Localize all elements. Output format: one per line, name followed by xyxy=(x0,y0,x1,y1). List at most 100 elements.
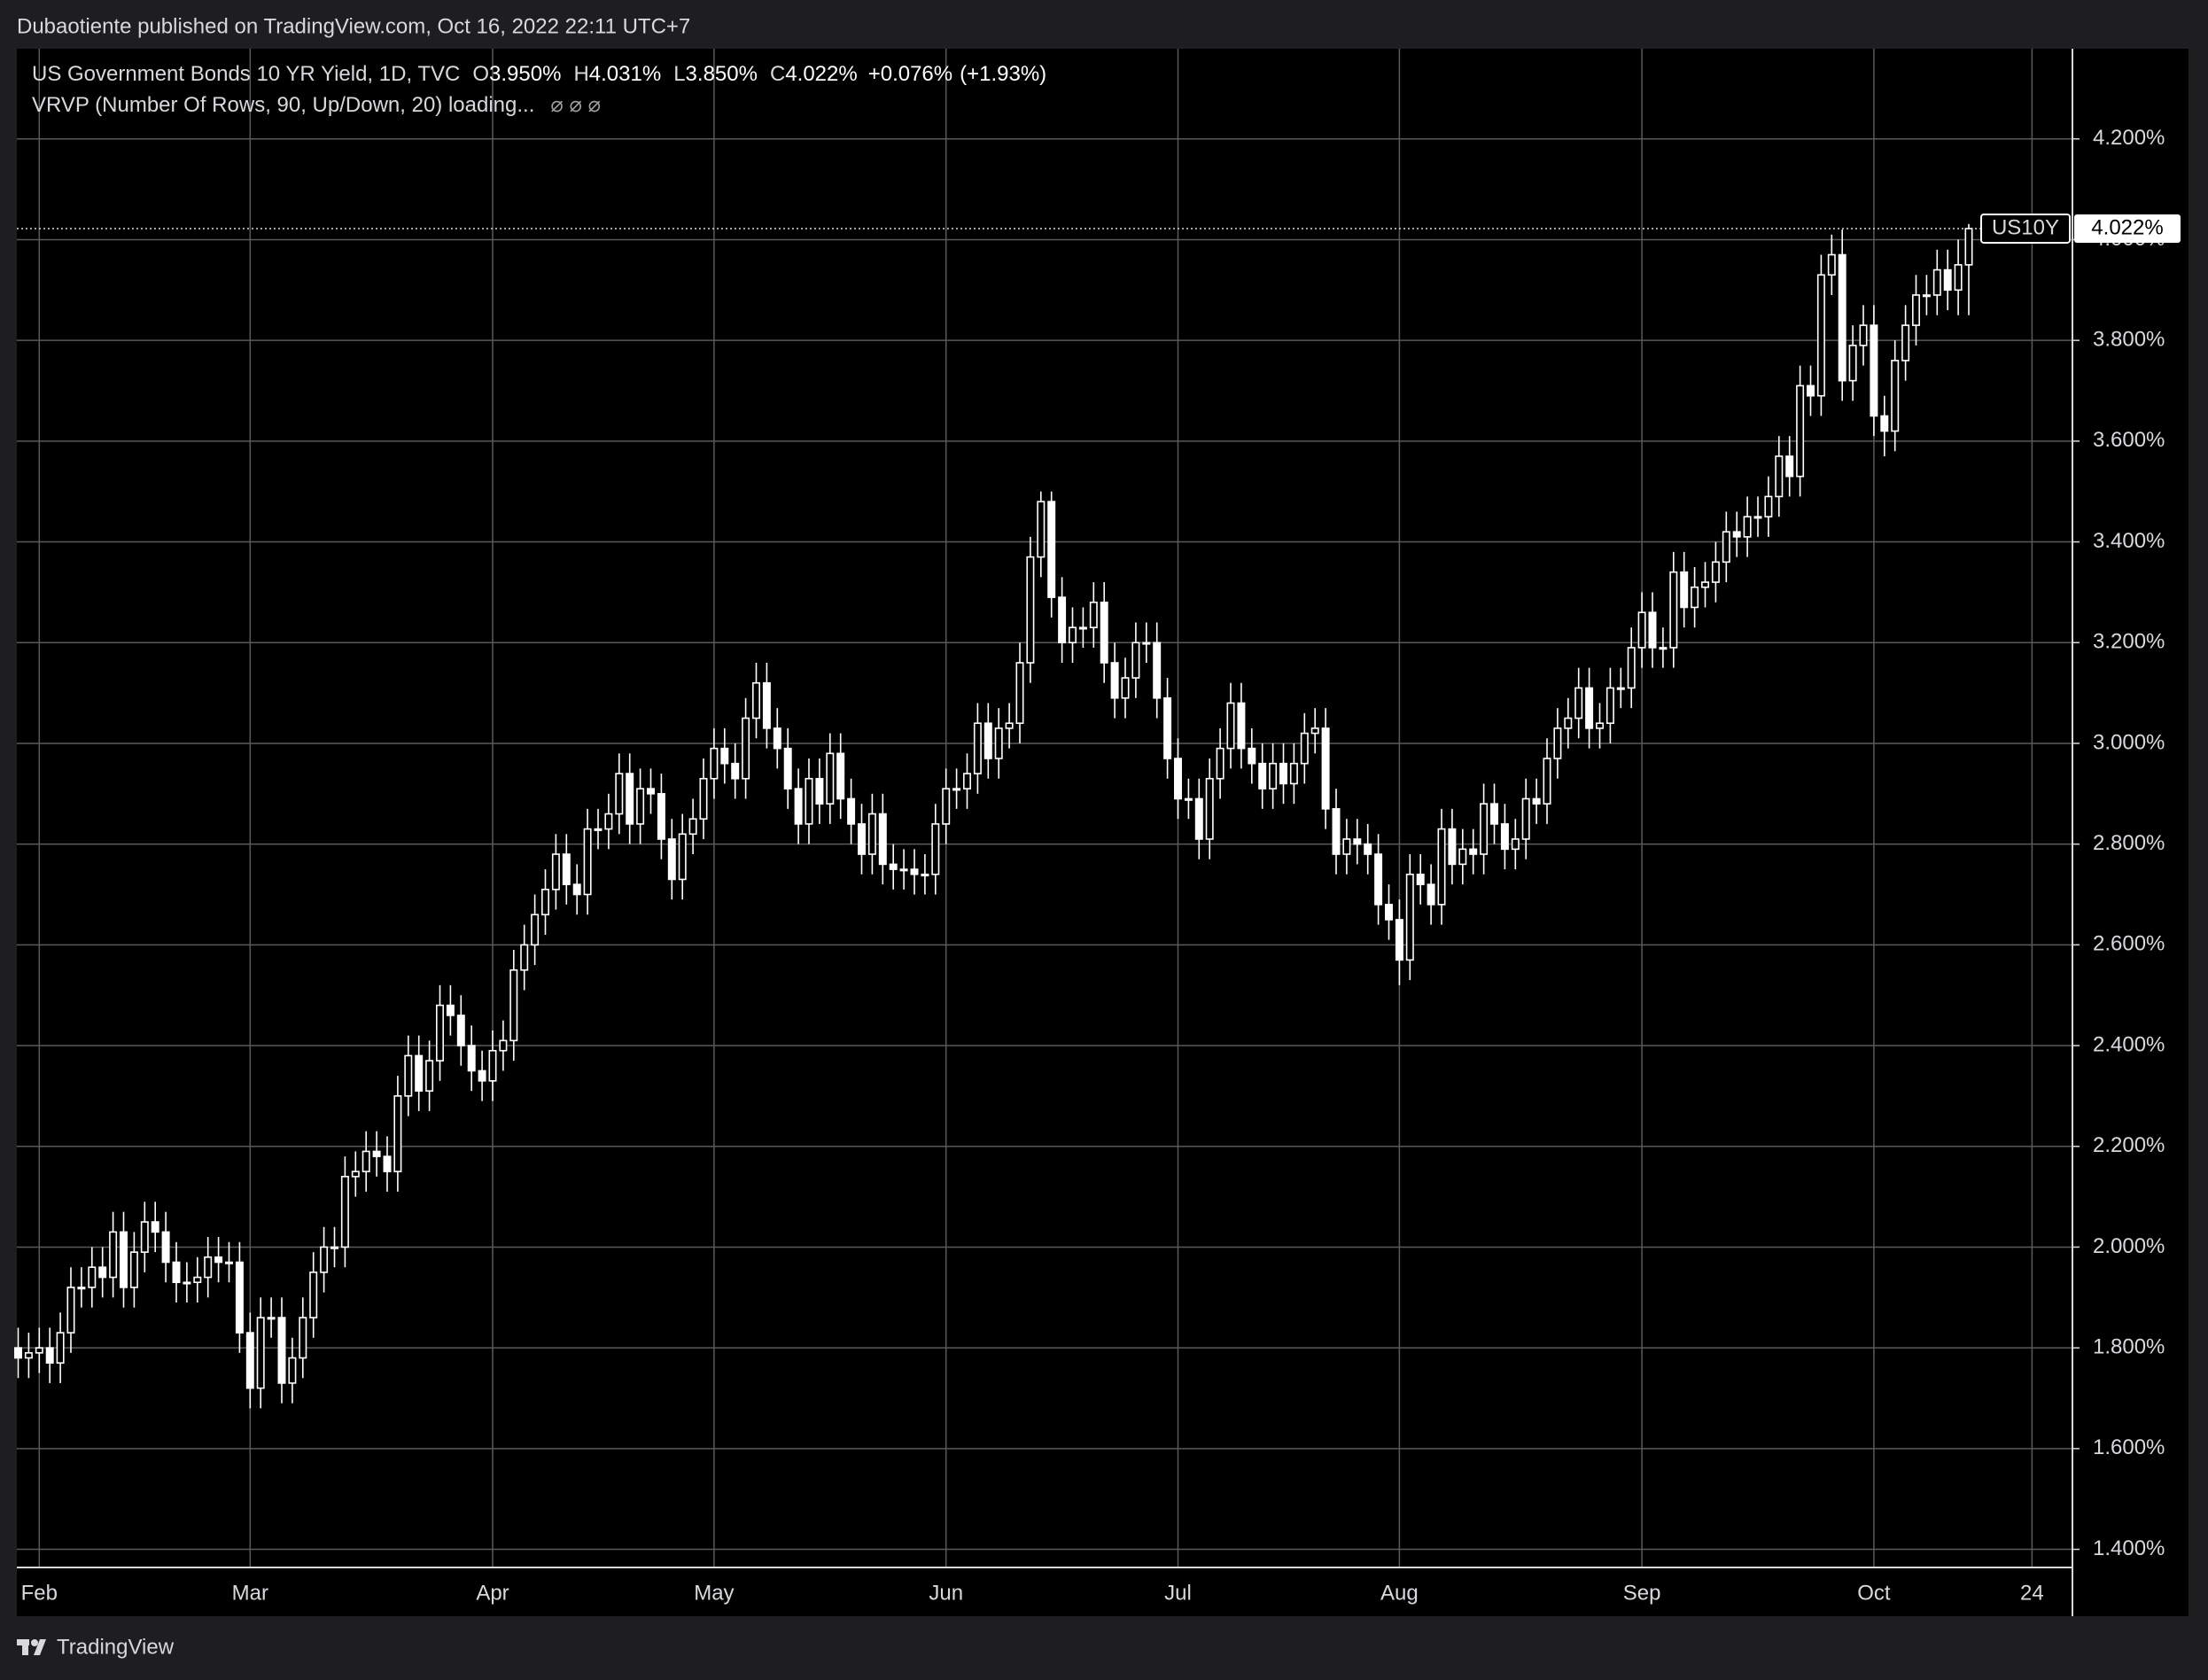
candle-body xyxy=(1131,642,1140,679)
candle-body xyxy=(1258,762,1267,789)
candle-body xyxy=(1163,696,1172,759)
x-tick-label: Sep xyxy=(1623,1581,1661,1605)
tradingview-logo xyxy=(17,1639,46,1655)
candle-body xyxy=(867,813,876,855)
x-tick-label: Feb xyxy=(21,1581,58,1605)
candle-body xyxy=(393,1095,402,1172)
legend-change-pct: (+1.93%) xyxy=(960,62,1046,86)
candle-body xyxy=(1827,253,1836,276)
candle-body xyxy=(1174,758,1182,800)
candle-body xyxy=(710,747,719,780)
y-tick-label: 3.000% xyxy=(2093,730,2165,754)
candle-body xyxy=(1194,797,1203,840)
candle-body xyxy=(140,1221,149,1253)
candle-body xyxy=(1353,838,1362,845)
candle-body xyxy=(1691,586,1699,609)
candle-body xyxy=(973,722,982,774)
candle-body xyxy=(1153,642,1162,699)
candle-body xyxy=(225,1261,233,1264)
symbol-tag xyxy=(1980,213,2071,244)
candle-body xyxy=(647,788,655,795)
candle-body xyxy=(214,1256,223,1264)
candle-body xyxy=(541,889,549,916)
candle-body xyxy=(1026,556,1035,664)
candle-body xyxy=(1859,324,1868,346)
candle-body xyxy=(1121,677,1130,699)
candle-body xyxy=(657,792,665,840)
candle-body xyxy=(1332,808,1341,855)
legend-value: 3.950% xyxy=(489,62,561,86)
candle-body xyxy=(235,1261,244,1334)
candle-body xyxy=(1880,415,1889,432)
candle-body xyxy=(351,1171,360,1178)
candle-body xyxy=(204,1256,213,1279)
legend-value: 4.022% xyxy=(785,62,857,86)
candle-body xyxy=(1954,264,1963,292)
candle-body xyxy=(699,777,708,821)
candle-body xyxy=(794,788,803,825)
candle-body xyxy=(456,1015,465,1046)
candle-body xyxy=(1901,324,1910,362)
candle-body xyxy=(1807,385,1815,397)
y-tick-label: 2.800% xyxy=(2093,831,2165,855)
candle-body xyxy=(1627,647,1636,689)
candle-body xyxy=(910,868,919,875)
y-tick-label: 1.800% xyxy=(2093,1334,2165,1358)
candle-body xyxy=(531,914,540,946)
candle-body xyxy=(404,1054,413,1097)
candle-body xyxy=(66,1287,75,1334)
candle-body xyxy=(1216,747,1225,780)
x-tick-label: Mar xyxy=(232,1581,268,1605)
candle-body xyxy=(299,1317,307,1359)
candle-body xyxy=(1248,747,1256,765)
brand: TradingView xyxy=(57,1635,175,1659)
candle-body xyxy=(742,717,750,780)
x-tick-label: May xyxy=(694,1581,734,1605)
candle-body xyxy=(14,1347,22,1359)
candle-body xyxy=(583,828,592,896)
candle-body xyxy=(1047,501,1056,598)
candle-body xyxy=(1089,601,1098,628)
candle-body xyxy=(889,863,898,870)
candle-body xyxy=(467,1045,476,1072)
candle-body xyxy=(1848,345,1857,382)
candle-body xyxy=(1932,268,1941,296)
candle-body xyxy=(1364,843,1372,855)
chart-area xyxy=(17,49,2189,1616)
indicator-icons: ⌀ ⌀ ⌀ xyxy=(550,93,601,117)
symbol-tag-label: US10Y xyxy=(1992,215,2059,239)
candle-body xyxy=(1680,571,1689,609)
candle-body xyxy=(1891,360,1900,432)
candle-body xyxy=(1395,919,1403,961)
candle-body xyxy=(1269,762,1278,789)
candle-body xyxy=(626,773,634,825)
candle-body xyxy=(1226,702,1235,750)
candle-body xyxy=(1753,516,1762,519)
candle-body xyxy=(1764,495,1773,517)
candle-body xyxy=(1069,626,1077,644)
candle-body xyxy=(151,1221,159,1233)
y-tick-label: 3.800% xyxy=(2093,327,2165,351)
candle-body xyxy=(1078,626,1087,630)
y-tick-label: 4.200% xyxy=(2093,126,2165,150)
indicator-line: VRVP (Number Of Rows, 90, Up/Down, 20) l… xyxy=(32,93,601,117)
candle-body xyxy=(309,1272,318,1318)
candle-body xyxy=(362,1150,370,1172)
candle-body xyxy=(942,788,951,825)
candle-body xyxy=(320,1246,329,1273)
candle-body xyxy=(1870,324,1878,417)
candle-body xyxy=(1574,687,1583,719)
y-tick-label: 1.400% xyxy=(2093,1536,2165,1560)
candle-body xyxy=(1110,662,1119,699)
candle-body xyxy=(1732,531,1741,538)
legend-value: 3.850% xyxy=(686,62,758,86)
candle-body xyxy=(1300,732,1309,765)
candle-body xyxy=(1142,642,1151,645)
candle-body xyxy=(604,813,613,830)
candle-body xyxy=(1184,797,1193,801)
candle-body xyxy=(1648,611,1657,649)
legend-key: L xyxy=(673,62,685,86)
legend-symbol: US Government Bonds 10 YR Yield, 1D, TVC xyxy=(32,62,460,86)
candle-body xyxy=(1342,838,1351,855)
